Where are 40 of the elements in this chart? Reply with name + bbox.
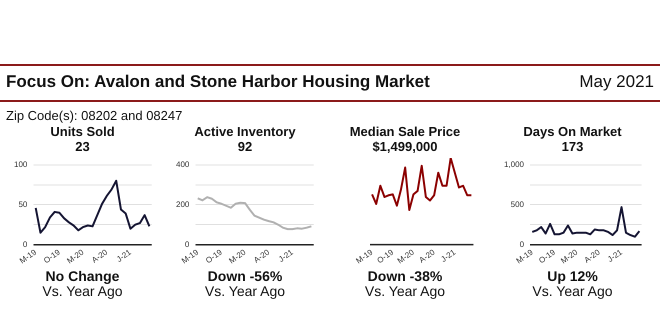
x-tick-label: J-21 — [276, 247, 296, 264]
x-tick-label: A-20 — [582, 247, 602, 265]
text: May 2021 — [579, 72, 654, 92]
text: Down -56% — [206, 268, 284, 284]
text: Vs. Year Ago — [204, 283, 286, 299]
text: Vs. Year Ago — [41, 283, 124, 299]
y-tick-label: 0 — [22, 240, 28, 249]
y-tick-label: 500 — [510, 200, 524, 209]
text: Down -38% — [366, 268, 444, 284]
x-tick-label: O-19 — [536, 247, 557, 266]
text: No Change — [44, 268, 120, 284]
x-tick-label: A-20 — [252, 247, 272, 265]
text: Zip Code(s): 08202 and 08247 — [6, 108, 182, 123]
y-tick-label: 400 — [176, 160, 190, 170]
x-tick-label: O-19 — [204, 247, 224, 266]
x-tick-label: J-21 — [606, 247, 624, 264]
y-tick-label: 0 — [519, 240, 524, 249]
x-tick-label: A-20 — [418, 247, 437, 265]
chart-title: Active Inventory — [193, 124, 297, 139]
x-tick-label: O-19 — [375, 247, 396, 266]
chart-subtitle: $1,499,000 — [371, 139, 439, 154]
chart-subtitle: 23 — [74, 139, 91, 154]
chart-title: Units Sold — [49, 124, 116, 139]
y-tick-label: 100 — [13, 160, 28, 170]
x-tick-label: J-21 — [114, 247, 133, 264]
text: Vs. Year Ago — [364, 283, 446, 299]
text: Vs. Year Ago — [531, 283, 614, 299]
y-tick-label: 200 — [176, 200, 190, 209]
x-tick-label: J-21 — [439, 247, 458, 264]
text: Focus On: Avalon and Stone Harbor Housing Market — [6, 72, 430, 92]
x-tick-label: O-19 — [42, 247, 62, 266]
chart-subtitle: 92 — [236, 139, 254, 154]
chart-title: Median Sale Price — [348, 124, 462, 139]
y-tick-label: 0 — [184, 240, 190, 249]
text: Up 12% — [546, 268, 599, 284]
y-tick-label: 50 — [18, 200, 28, 209]
chart-subtitle: 173 — [560, 139, 584, 154]
text: 1,000 — [503, 160, 524, 170]
chart-title: Days On Market — [522, 124, 623, 139]
x-tick-label: A-20 — [90, 247, 110, 265]
